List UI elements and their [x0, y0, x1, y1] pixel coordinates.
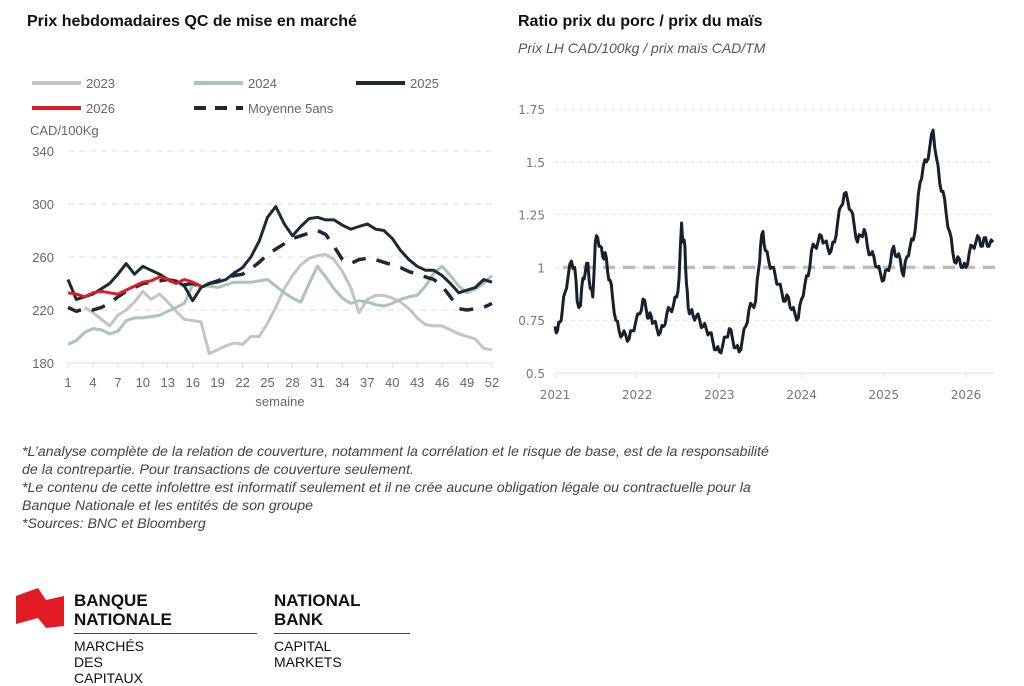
- x-tick-label: 34: [335, 375, 349, 390]
- x-tick-label: 2023: [704, 388, 735, 402]
- legend-label: 2025: [410, 76, 439, 91]
- y-tick-label: 340: [32, 144, 54, 159]
- right-chart-subtitle: Prix LH CAD/100kg / prix maïs CAD/TM: [518, 40, 766, 56]
- x-tick-label: 28: [285, 375, 299, 390]
- footnote-line: de la contrepartie. Pour transactions de…: [22, 462, 414, 478]
- legend-item-2023: 2023: [32, 76, 115, 91]
- footnotes: *L’analyse complète de la relation de co…: [22, 443, 922, 533]
- logo-fr-line2: NATIONALE: [74, 610, 172, 629]
- x-tick-label: 4: [89, 375, 96, 390]
- x-tick-label: 46: [435, 375, 449, 390]
- legend-item-2025: 2025: [356, 76, 439, 91]
- legend-item-2026: 2026: [32, 101, 115, 116]
- logo-divider: [74, 633, 257, 634]
- logo-en-sub: CAPITAL MARKETS: [274, 638, 342, 670]
- legend-label: 2024: [248, 76, 277, 91]
- series-line-2023: [83, 252, 493, 356]
- y-tick-label: 0.5: [526, 367, 545, 381]
- logo-en-line1: NATIONAL: [274, 591, 361, 610]
- y-tick-label: 180: [32, 356, 54, 371]
- y-tick-label: 1.25: [518, 209, 545, 223]
- y-tick-label: 220: [32, 303, 54, 318]
- legend-label: 2023: [86, 76, 115, 91]
- left-legend: 2023 2024 2025 2026 Moyenne 5ans: [32, 76, 439, 116]
- logo-fr-sub: MARCHÉS DES CAPITAUX: [74, 638, 145, 686]
- logo-en-line2: BANK: [274, 610, 324, 629]
- right-x-axis: 2021 2022 2023 2024 2025 2026: [540, 372, 995, 402]
- series-line-2026: [67, 275, 202, 299]
- series-line-ratio: [553, 128, 995, 355]
- left-chart-title: Prix hebdomadaires QC de mise en marché: [27, 13, 357, 30]
- right-grid: [555, 108, 995, 321]
- x-axis-label: semaine: [255, 394, 304, 409]
- x-tick-label: 2026: [951, 388, 982, 402]
- x-tick-label: 49: [460, 375, 474, 390]
- x-tick-label: 10: [136, 375, 150, 390]
- x-tick-label: 1: [64, 375, 71, 390]
- x-tick-label: 25: [260, 375, 274, 390]
- left-grid: [68, 150, 492, 311]
- right-y-axis: 1.75 1.5 1.25 1 0.75 0.5: [518, 103, 545, 381]
- left-series: [66, 205, 494, 356]
- x-tick-label: 13: [161, 375, 175, 390]
- right-chart-title: Ratio prix du porc / prix du maïs: [518, 13, 763, 30]
- x-tick-label: 43: [410, 375, 424, 390]
- x-tick-label: 37: [360, 375, 374, 390]
- x-tick-label: 2024: [786, 388, 817, 402]
- legend-label: Moyenne 5ans: [248, 101, 334, 116]
- left-y-axis: 340 300 260 220 180: [32, 144, 54, 371]
- y-tick-label: 300: [32, 197, 54, 212]
- y-tick-label: 1: [537, 261, 545, 275]
- y-tick-label: 0.75: [518, 314, 545, 328]
- logo-divider: [274, 633, 410, 634]
- series-line-2024: [67, 264, 494, 346]
- right-series: [553, 128, 995, 355]
- x-tick-label: 7: [114, 375, 121, 390]
- x-tick-label: 31: [310, 375, 324, 390]
- flag-icon: [16, 588, 64, 628]
- x-tick-label: 19: [210, 375, 224, 390]
- footnote-line: *Le contenu de cette infolettre est info…: [22, 480, 751, 496]
- logo-fr-line1: BANQUE: [74, 591, 148, 610]
- y-tick-label: 260: [32, 250, 54, 265]
- x-tick-label: 22: [235, 375, 249, 390]
- series-line-2025: [66, 205, 493, 303]
- x-tick-label: 2022: [622, 388, 653, 402]
- left-x-axis: 1 4 7 10 13 16 19 22 25 28 31 34 37 40 43 46 49 52: [64, 362, 499, 390]
- x-tick-label: 16: [185, 375, 199, 390]
- x-tick-label: 52: [485, 375, 499, 390]
- y-unit-label: CAD/100Kg: [30, 123, 99, 138]
- x-tick-label: 40: [385, 375, 399, 390]
- footnote-line: *L’analyse complète de la relation de co…: [22, 444, 769, 460]
- legend-label: 2026: [86, 101, 115, 116]
- y-tick-label: 1.75: [518, 103, 545, 117]
- footnote-line: *Sources: BNC et Bloomberg: [22, 516, 206, 532]
- footnote-line: Banque Nationale et les entités de son g…: [22, 498, 314, 514]
- y-tick-label: 1.5: [526, 156, 545, 170]
- x-tick-label: 2021: [540, 388, 571, 402]
- charts-canvas: 2023 2024 2025 2026 Moyenne 5ans CAD/100…: [30, 76, 995, 409]
- legend-item-moyenne: Moyenne 5ans: [194, 101, 334, 116]
- x-tick-label: 2025: [869, 388, 900, 402]
- legend-item-2024: 2024: [194, 76, 277, 91]
